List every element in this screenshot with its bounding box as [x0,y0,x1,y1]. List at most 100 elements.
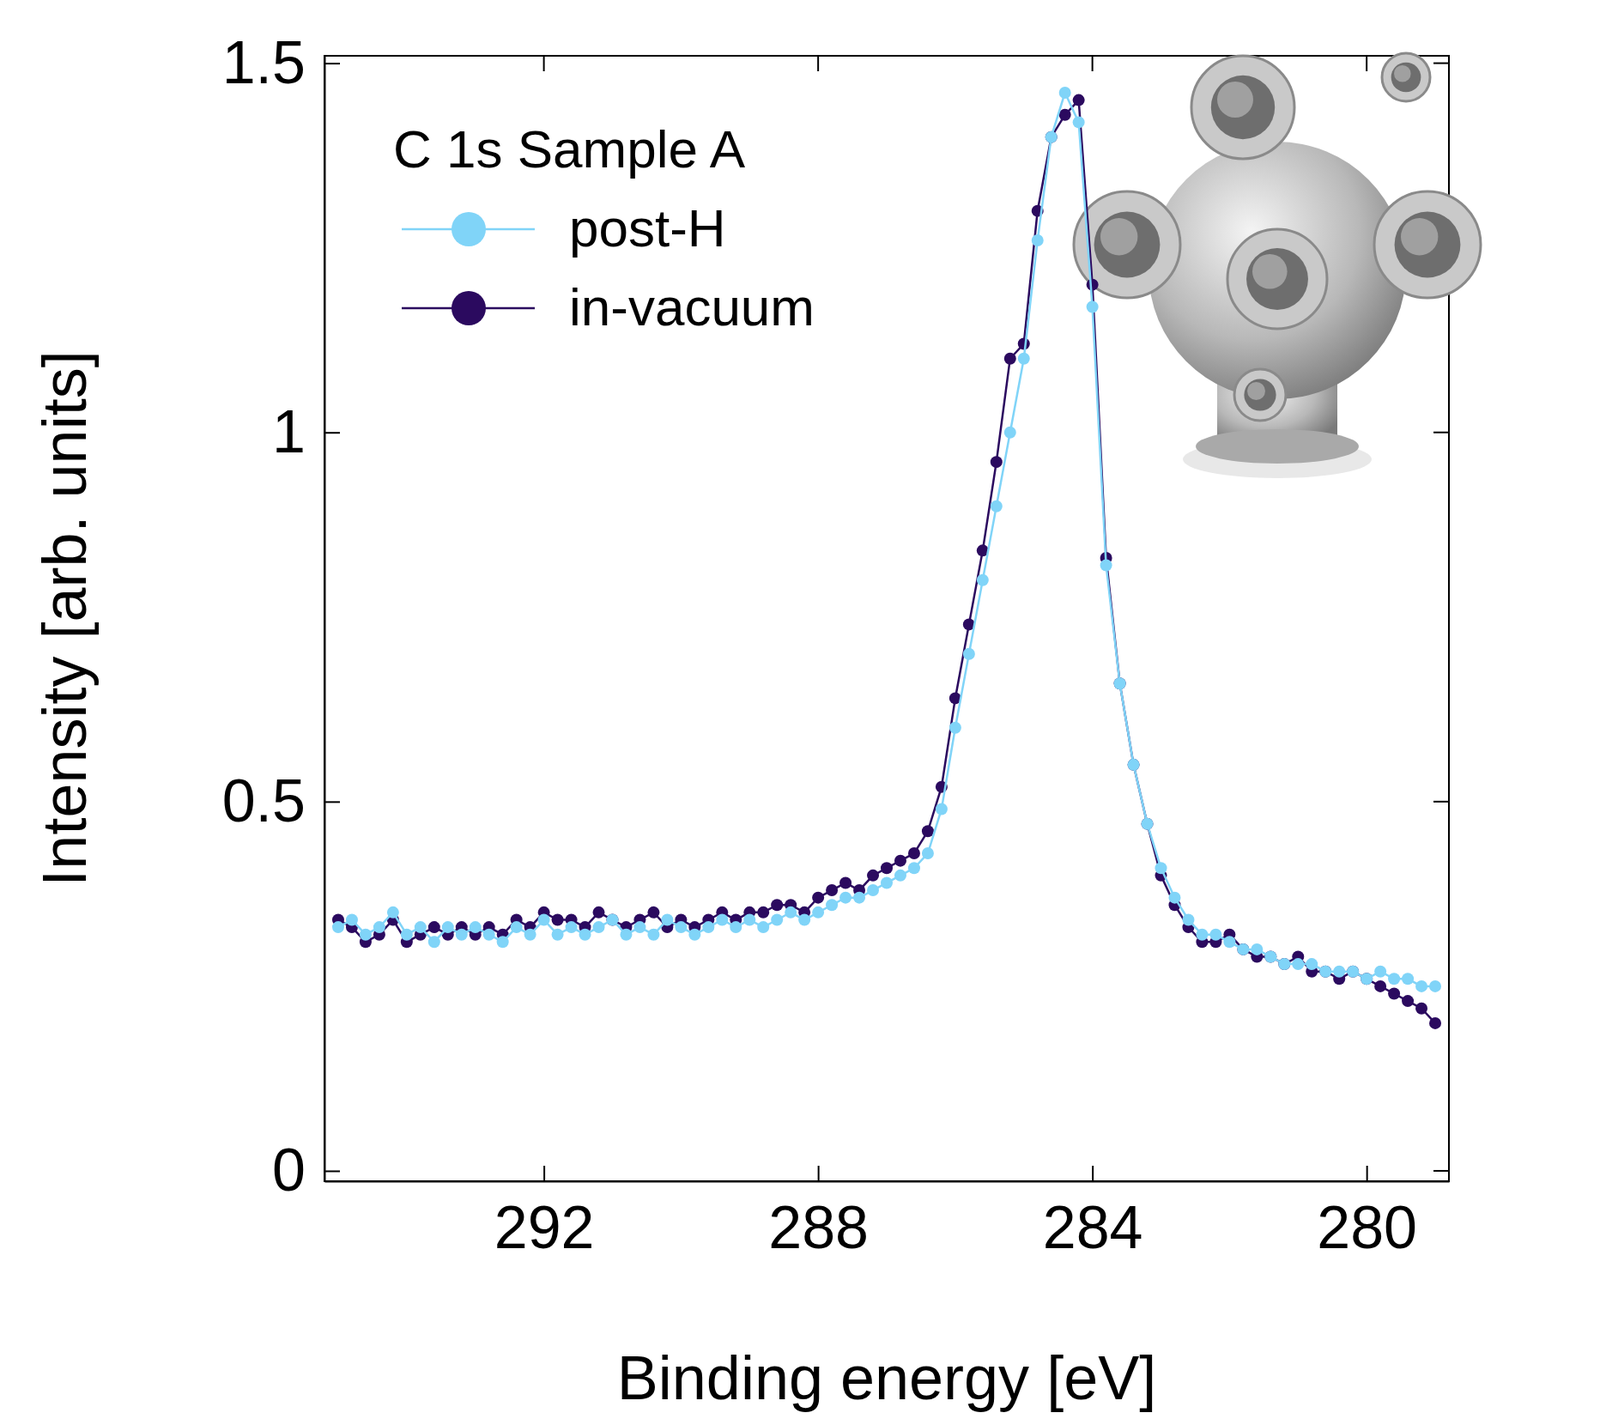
data-point [593,906,606,919]
y-tick-mark [324,431,340,434]
data-point [469,921,482,934]
data-point [1236,943,1249,956]
y-tick-mark-right [1433,62,1449,65]
x-tick: 280 [1316,1165,1418,1261]
port-inner [1100,218,1138,255]
x-tick-label: 280 [1316,1193,1418,1261]
data-point [1004,426,1017,439]
data-point [1401,972,1414,985]
data-point [1155,861,1168,874]
data-point [1072,115,1085,128]
series [332,94,1442,1030]
data-point [1264,950,1277,963]
x-tick-label: 288 [768,1193,869,1261]
series-line [338,92,1436,987]
data-point [770,898,783,911]
data-point [921,847,934,860]
data-point [757,921,770,934]
data-point [825,898,838,911]
x-axis-line [325,1181,1450,1183]
data-point [1387,972,1400,985]
data-point [606,913,619,926]
chamber-port [1227,229,1328,329]
y-tick-mark [324,1169,340,1172]
legend-title: C 1s Sample A [393,119,746,179]
data-point [414,921,427,934]
data-point [1415,1002,1428,1015]
data-point [428,921,441,934]
chamber-port [1234,369,1286,421]
y-tick-mark-right [1433,800,1449,803]
data-point [647,928,660,941]
data-point [1059,109,1072,122]
data-point [510,921,523,934]
data-point [606,913,619,926]
data-point [1305,957,1318,970]
port-bore [1211,75,1275,140]
data-point [1415,980,1428,993]
series [332,86,1442,993]
data-point [1401,994,1414,1007]
data-point [963,648,976,661]
port-flange [1381,53,1431,102]
data-point [880,876,893,889]
legend: C 1s Sample Apost-Hin-vacuum [393,119,815,337]
data-point [496,935,510,948]
port-bore [1394,212,1461,279]
x-tick-mark-top [1091,55,1094,72]
chamber-sphere [1148,141,1407,400]
data-point [1181,913,1194,926]
y-tick-mark-right [1433,431,1449,434]
data-point [702,921,715,934]
data-point [839,891,852,904]
data-point [1018,337,1031,350]
data-point [1333,965,1346,978]
data-point [1168,891,1181,904]
y-tick-mark [324,62,340,65]
port-bore [1246,248,1309,310]
data-point [455,928,468,941]
x-tick-mark [1091,1165,1094,1182]
data-point [524,928,537,941]
data-point [894,869,907,882]
data-point [647,906,660,919]
data-point [729,921,742,934]
y-tick: 1 [272,398,340,466]
data-point [1360,972,1373,985]
data-point [935,802,948,815]
data-point [1291,957,1304,970]
legend-label: post-H [569,198,727,258]
data-point [1100,559,1113,572]
y-tick-label: 1.5 [222,29,306,97]
data-point [1264,950,1277,963]
data-point [976,574,989,587]
data-point [688,928,701,941]
data-point [579,928,592,941]
data-point [839,876,852,889]
data-point [387,906,400,919]
data-point [1127,758,1140,771]
data-point [1278,957,1291,970]
legend-entry: post-H [401,198,727,258]
legend-marker [451,212,486,247]
port-inner [1393,65,1412,83]
data-point [770,913,783,926]
y-axis: 00.511.5 [222,29,340,1204]
data-point [1209,928,1222,941]
y-tick: 0.5 [222,767,340,835]
data-point [1045,131,1058,144]
data-point [1346,965,1359,978]
chamber-port [1381,53,1431,102]
data-point [757,906,770,919]
data-point [1018,352,1031,365]
data-point [1114,677,1127,690]
data-point [990,500,1003,513]
data-point [1031,234,1044,247]
data-point [825,884,838,897]
data-point [1346,965,1359,978]
data-point [345,913,358,926]
y-axis-line [324,56,327,1182]
data-point [908,861,921,874]
data-point [1236,943,1249,956]
data-point [1072,94,1085,107]
